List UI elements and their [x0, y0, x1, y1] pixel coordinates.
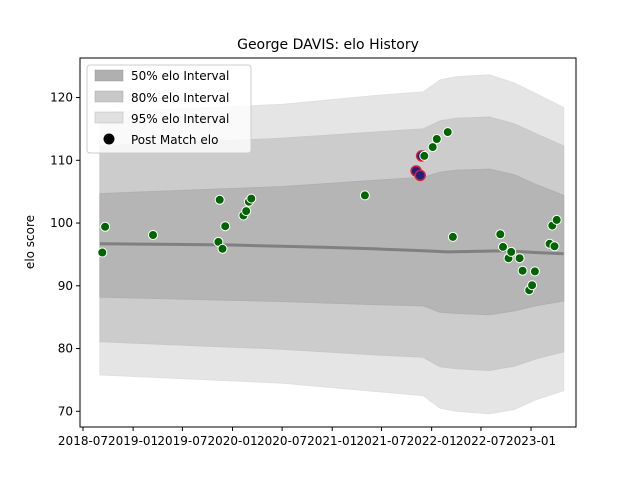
chart-title: George DAVIS: elo History [237, 37, 419, 53]
post-match-point-6 [217, 243, 228, 254]
post-match-point-1 [97, 247, 108, 258]
post-match-point-2 [100, 221, 111, 232]
x-tick-label: 2019-01 [108, 434, 158, 448]
post-match-point-28 [527, 280, 538, 291]
y-tick-label: 120 [50, 91, 73, 105]
post-match-point-17 [427, 142, 438, 153]
post-match-point-18 [431, 134, 442, 144]
post-match-point-33 [551, 214, 562, 225]
legend-label-50: 50% elo Interval [131, 69, 229, 83]
legend: 50% elo Interval 80% elo Interval 95% el… [86, 64, 252, 154]
post-match-point-25 [514, 253, 525, 264]
post-match-point-3 [148, 230, 158, 240]
y-tick-label: 70 [58, 404, 73, 418]
post-match-point-14 [414, 169, 426, 182]
x-tick-label: 2022-07 [456, 434, 506, 448]
axes-frame [79, 57, 577, 428]
post-match-point-32 [549, 241, 560, 252]
y-axis-label: elo score [23, 215, 37, 269]
post-match-point-26 [517, 265, 528, 276]
legend-marker-post-match [102, 132, 116, 146]
x-tick-label: 2021-07 [356, 434, 406, 448]
y-axis: 70 80 90 100 110 120 [50, 91, 80, 418]
x-tick-label: 2020-01 [207, 434, 257, 448]
y-tick-label: 110 [50, 153, 73, 167]
legend-swatch-80 [94, 90, 124, 103]
x-tick-label: 2022-01 [407, 434, 457, 448]
post-match-point-9 [241, 206, 252, 217]
x-tick-label: 2019-07 [157, 434, 207, 448]
post-match-point-19 [442, 127, 453, 138]
post-match-point-22 [498, 241, 508, 252]
y-tick-label: 100 [50, 216, 73, 230]
legend-swatch-95 [94, 111, 124, 124]
x-axis: 2018-07 2019-01 2019-07 2020-01 2020-07 2021-… [58, 427, 556, 448]
post-match-points [97, 127, 562, 296]
y-tick-label: 80 [58, 342, 73, 356]
post-match-point-24 [506, 246, 517, 257]
post-match-point-20 [447, 231, 458, 242]
post-match-point-7 [220, 221, 231, 232]
post-match-point-11 [246, 193, 257, 204]
post-match-point-12 [359, 190, 370, 201]
band-50-interval [99, 168, 565, 316]
post-match-point-21 [495, 229, 506, 240]
interval-bands [99, 74, 565, 415]
legend-label-post-match: Post Match elo [131, 133, 218, 147]
y-tick-label: 90 [58, 279, 73, 293]
legend-box [86, 64, 252, 154]
post-match-point-5 [214, 194, 225, 205]
legend-swatch-50 [94, 69, 124, 82]
legend-label-95: 95% elo Interval [131, 112, 229, 126]
post-match-point-16 [419, 150, 430, 161]
post-match-point-29 [529, 266, 540, 277]
x-tick-label: 2018-07 [58, 434, 108, 448]
legend-label-80: 80% elo Interval [131, 91, 229, 105]
x-tick-label: 2021-01 [307, 434, 357, 448]
x-tick-label: 2023-01 [506, 434, 556, 448]
x-tick-label: 2020-07 [257, 434, 307, 448]
